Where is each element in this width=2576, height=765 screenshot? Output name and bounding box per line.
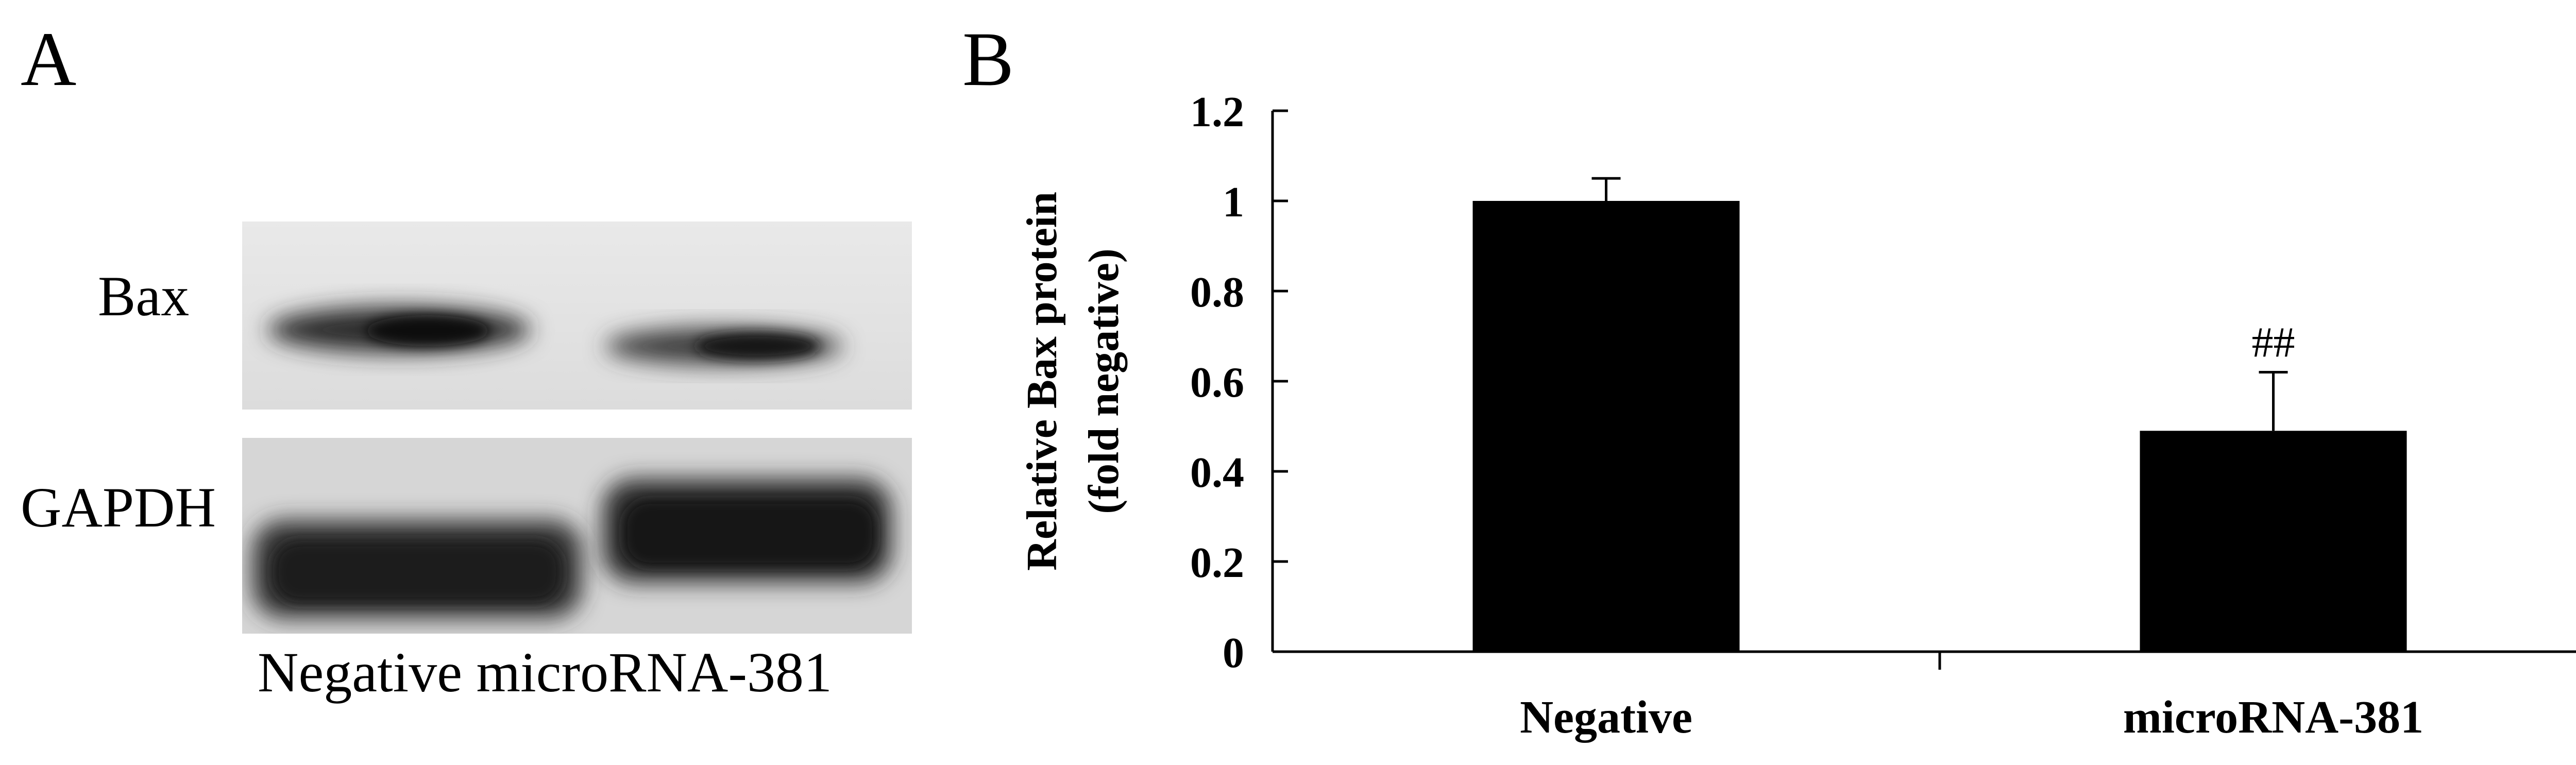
y-tick-label: 0.6 [1190, 359, 1244, 406]
blot-label-gapdh: GAPDH [21, 476, 216, 539]
y-axis-title-line1: Relative Bax protein [1018, 192, 1066, 571]
panel-label-a: A [21, 16, 77, 102]
western-blot-image [242, 222, 912, 634]
y-tick-label: 0.4 [1190, 449, 1244, 497]
gapdh-blot-strip [242, 438, 912, 634]
y-axis-title-line2: (fold negative) [1080, 248, 1128, 514]
y-tick-label: 1 [1223, 178, 1244, 226]
y-tick-label: 0.8 [1190, 268, 1244, 316]
y-tick-label: 1.2 [1190, 88, 1244, 136]
x-category-label: Negative [1520, 692, 1692, 743]
y-tick-label: 0 [1223, 629, 1244, 677]
y-tick-label: 0.2 [1190, 539, 1244, 587]
bar-0 [1472, 201, 1740, 652]
bar-1 [2140, 431, 2407, 652]
panel-label-b: B [962, 16, 1014, 102]
chart-plot-area: 0 0.2 0.4 0.6 0.8 1 1.2 Negative ## microRNA-381 R… [1018, 88, 2576, 743]
bax-blot-strip [242, 222, 912, 410]
blot-label-bax: Bax [98, 265, 190, 328]
significance-marker: ## [2252, 319, 2295, 367]
blot-lane-caption: Negative microRNA-381 [258, 641, 832, 704]
x-category-label: microRNA-381 [2123, 692, 2424, 743]
